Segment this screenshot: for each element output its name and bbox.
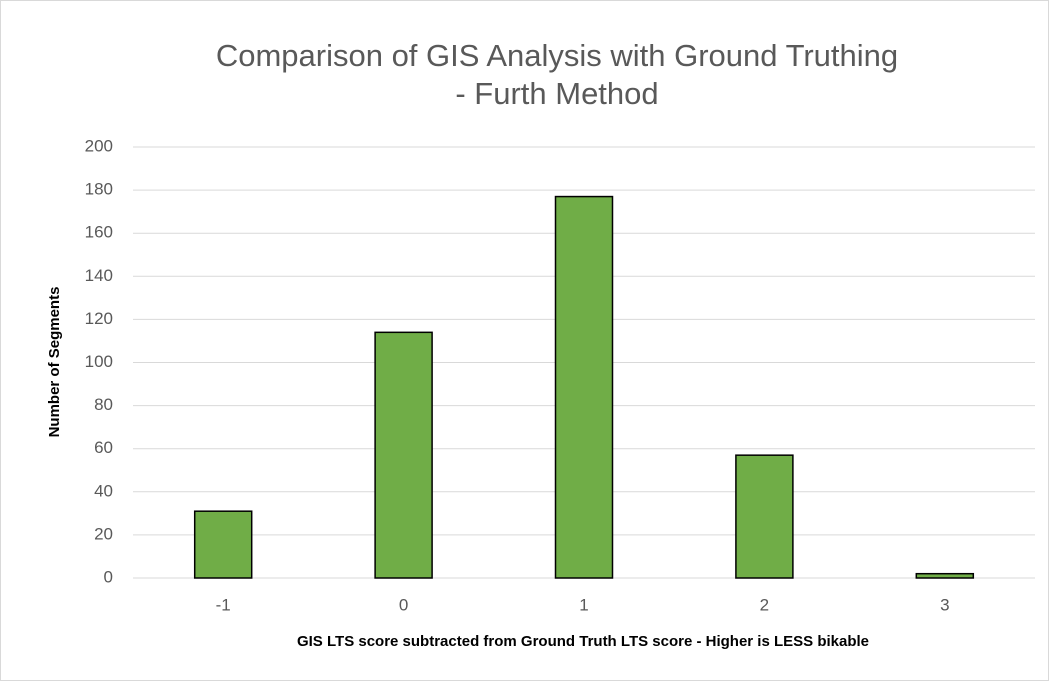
y-tick-label: 140 bbox=[85, 266, 113, 285]
y-tick-label: 100 bbox=[85, 352, 113, 371]
bar bbox=[735, 454, 794, 579]
y-tick-label: 80 bbox=[94, 395, 113, 414]
y-tick-label: 180 bbox=[85, 180, 113, 199]
x-tick-label: 1 bbox=[579, 595, 588, 614]
bar bbox=[554, 195, 614, 579]
bar bbox=[374, 331, 433, 579]
y-axis-title: Number of Segments bbox=[46, 287, 63, 438]
y-tick-label: 20 bbox=[94, 524, 113, 543]
y-tick-label: 200 bbox=[85, 136, 113, 155]
y-tick-label: 40 bbox=[94, 481, 113, 500]
x-axis-title: GIS LTS score subtracted from Ground Tru… bbox=[297, 633, 869, 650]
bar bbox=[193, 510, 253, 579]
x-tick-label: 3 bbox=[940, 595, 949, 614]
x-tick-label: 0 bbox=[399, 595, 408, 614]
x-tick-label: -1 bbox=[216, 595, 231, 614]
y-tick-label: 120 bbox=[85, 309, 113, 328]
bar bbox=[915, 572, 975, 579]
x-tick-label: 2 bbox=[760, 595, 769, 614]
y-tick-label: 0 bbox=[104, 567, 113, 586]
y-tick-label: 160 bbox=[85, 223, 113, 242]
y-tick-label: 60 bbox=[94, 438, 113, 457]
chart-title: - Furth Method bbox=[455, 76, 658, 111]
chart-title: Comparison of GIS Analysis with Ground T… bbox=[216, 38, 898, 73]
